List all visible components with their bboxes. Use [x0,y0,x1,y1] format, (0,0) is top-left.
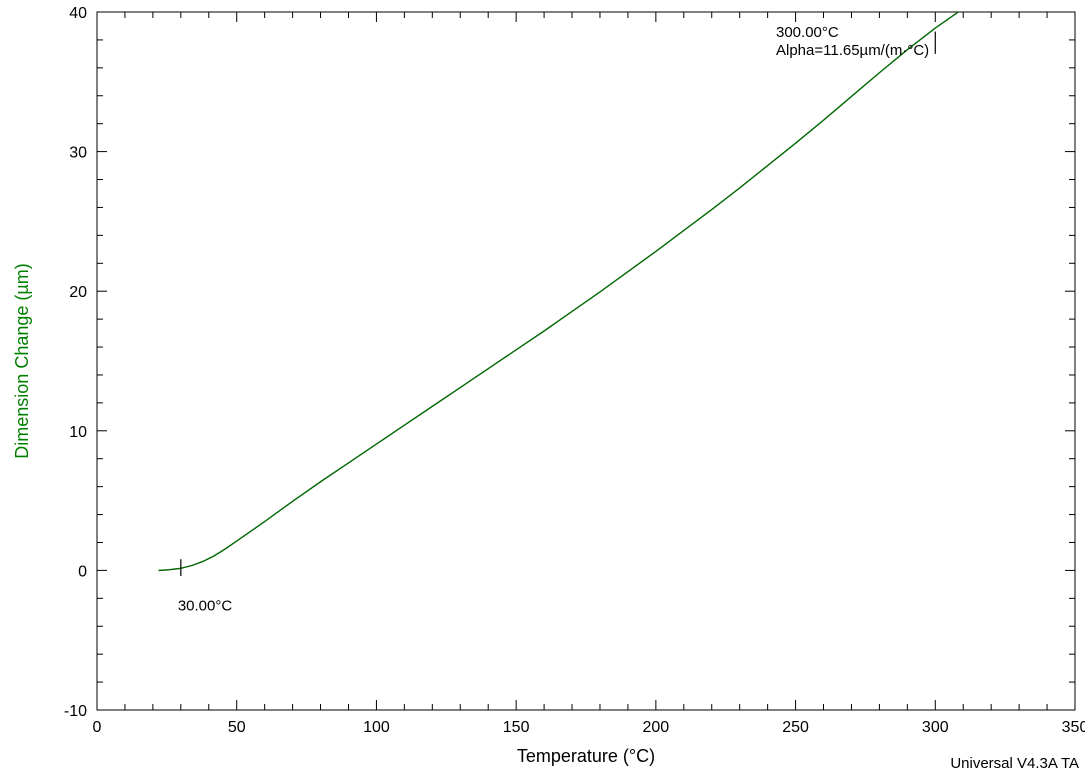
data-series-line [158,9,963,571]
y-tick-label: 0 [78,563,87,580]
x-tick-label: 150 [503,719,530,736]
x-tick-label: 50 [228,719,246,736]
x-axis-label: Temperature (°C) [517,746,655,766]
y-tick-label: 40 [69,5,87,22]
x-tick-label: 300 [922,719,949,736]
y-axis-label: Dimension Change (µm) [12,263,32,458]
y-tick-label: 20 [69,284,87,301]
chart-container: 0 50 100 150 200 250 300 350 -10 0 10 20 30 40 Tempera… [0,0,1085,778]
x-tick-label: 250 [782,719,809,736]
chart-svg: 0 50 100 150 200 250 300 350 -10 0 10 20 30 40 Tempera… [0,0,1085,778]
x-tick-label: 200 [643,719,670,736]
plot-border [97,12,1075,710]
footer-text: Universal V4.3A TA [950,755,1079,772]
x-tick-label: 350 [1062,719,1085,736]
y-tick-label: 30 [69,145,87,162]
annotation-right-line2: Alpha=11.65µm/(m·°C) [776,42,929,59]
x-tick-label: 100 [363,719,390,736]
annotation-right-line1: 300.00°C [776,24,839,41]
y-tick-label: -10 [64,703,87,720]
y-tick-label: 10 [69,424,87,441]
annotation-left: 30.00°C [178,597,233,614]
x-tick-label: 0 [93,719,102,736]
